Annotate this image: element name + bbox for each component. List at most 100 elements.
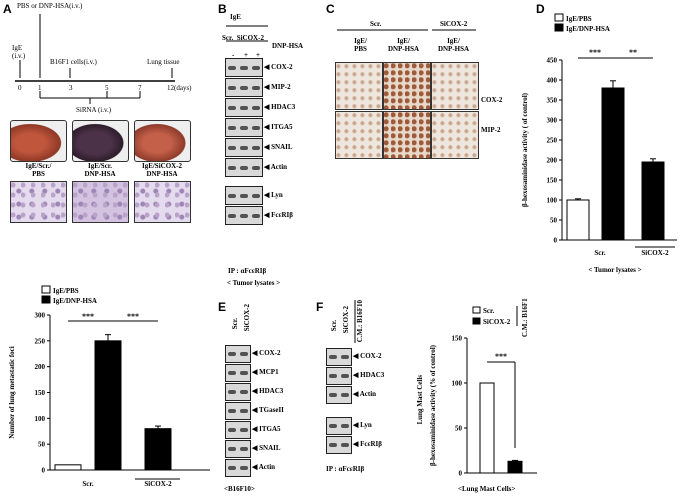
blot-b-sign-2: + xyxy=(244,51,248,59)
panel-b-label: B xyxy=(218,2,227,16)
F-hex-legend-swatch-1 xyxy=(472,317,481,325)
blot-b-label-0-5: ◀ Actin xyxy=(264,162,288,171)
blot-e-lane-0-2-1 xyxy=(240,390,248,394)
blot-f-lane-0-0-0 xyxy=(329,355,337,359)
D-hex-legend-text-0: IgE/PBS xyxy=(566,15,592,23)
blot-b-lane-0-0-2 xyxy=(252,65,260,70)
blot-e-label-0-1: ◀ MCP1 xyxy=(252,368,279,376)
timeline-tick-7: 7 xyxy=(138,84,142,92)
blot-b-lines xyxy=(226,25,268,42)
blot-b-sign-3: + xyxy=(256,51,260,59)
blot-b-lane-1-0-0 xyxy=(228,193,236,198)
timeline-diagram xyxy=(15,14,175,104)
blot-e-band-0-1 xyxy=(225,364,251,382)
blot-e-label-0-5: ◀ SNAIL xyxy=(252,444,281,452)
blot-b-label-1-0: ◀ Lyn xyxy=(264,190,283,199)
blot-b-sign-1: - xyxy=(232,51,235,59)
blot-e-lane-0-4-0 xyxy=(228,428,236,432)
panel-d-label: D xyxy=(536,2,545,16)
F-hex-legend-text-0: Scr. xyxy=(483,307,494,315)
lung-image-sicox-dnp xyxy=(134,120,191,162)
D-hex-ytick-label-450: 450 xyxy=(547,57,558,65)
A-foci-ylabel: Number of lung metastatic foci xyxy=(8,346,16,438)
A-foci-bar-0 xyxy=(54,464,82,471)
chart-d-hex: 0 50 100 150 200 250 300 350 400 450 β-hexosaminid… xyxy=(521,13,677,274)
blot-e-lane-0-5-1 xyxy=(240,447,248,451)
D-hex-legend-swatch-1 xyxy=(554,23,564,32)
blot-f-cm-line xyxy=(354,300,356,343)
lung-label-2: IgE/Scr. DNP-HSA xyxy=(84,162,116,178)
lung-label-3: IgE/SiCOX-2 DNP-HSA xyxy=(141,162,183,178)
blot-b-lane-0-1-2 xyxy=(252,85,260,90)
blot-f-label-0-1: ◀ HDAC3 xyxy=(353,371,385,379)
blot-b-lane-0-3-0 xyxy=(228,125,236,130)
blot-b-lane-1-0-1 xyxy=(240,193,248,198)
blot-e-lane-0-6-1 xyxy=(240,466,248,470)
lung-image-scr-pbs xyxy=(10,120,67,162)
A-foci-ytick-label-100: 100 xyxy=(35,415,46,423)
D-hex-ytick-label-400: 400 xyxy=(547,77,558,85)
D-hex-ytick-label-250: 250 xyxy=(547,137,558,145)
D-hex-bar-0 xyxy=(566,199,590,241)
D-hex-ytick-label-300: 300 xyxy=(547,117,558,125)
blot-b-lane-0-4-0 xyxy=(228,145,236,150)
panel-c-label: C xyxy=(326,2,335,16)
chart-d-footer: < Tumor lysates > xyxy=(588,266,641,274)
D-hex-group-1: SiCOX-2 xyxy=(641,249,669,257)
blot-b-lane-0-3-2 xyxy=(252,125,260,130)
blot-b-label-0-1: ◀ MIP-2 xyxy=(264,82,291,91)
D-hex-ytick-label-50: 50 xyxy=(550,217,558,225)
A-foci-bar-2 xyxy=(144,428,172,471)
blot-b-top: IgE xyxy=(230,13,241,21)
blot-b-lane-0-4-1 xyxy=(240,145,248,150)
blot-b-label-0-3: ◀ ITGA5 xyxy=(264,122,293,131)
A-foci-ytick-label-50: 50 xyxy=(38,441,46,449)
ihc-header-lines xyxy=(337,29,476,31)
F-hex-ytick-label-150: 150 xyxy=(452,335,463,343)
blot-b-lane-0-5-1 xyxy=(240,165,248,170)
ihc-col-1: IgE/ PBS xyxy=(354,37,367,53)
blot-f-lane-1-1-1 xyxy=(341,443,349,447)
timeline-lung-text: Lung tissue xyxy=(147,58,180,66)
A-foci-bar-1 xyxy=(94,340,122,471)
blot-e-band-0-0 xyxy=(225,345,251,363)
ihc-cox2-1 xyxy=(335,62,383,110)
A-foci-sig-1: *** xyxy=(127,312,139,321)
blot-e-footer: <B16F10> xyxy=(224,485,255,493)
D-hex-ytick-label-150: 150 xyxy=(547,177,558,185)
ihc-cox2-3 xyxy=(431,62,479,110)
ihc-col-2: IgE/ DNP-HSA xyxy=(387,37,420,53)
blot-b-lane-0-2-2 xyxy=(252,105,260,110)
blot-e-band-0-3 xyxy=(225,402,251,420)
blot-b-label-1-1: ◀ FcεRIβ xyxy=(264,210,293,219)
A-foci-ytick-label-200: 200 xyxy=(35,363,46,371)
ihc-scr: Scr. xyxy=(370,20,382,28)
blot-f-label-0-2: ◀ Actin xyxy=(353,390,377,398)
blot-b-lane-0-0-0 xyxy=(228,65,236,70)
F-hex-sig-0: *** xyxy=(495,352,507,361)
F-hex-ytick-label-50: 50 xyxy=(455,425,463,433)
F-hex-ylabel: β-hexosaminidase activity (% of control) xyxy=(429,344,437,466)
blot-b-band-0-1 xyxy=(225,78,263,97)
blot-e-lane-0-5-0 xyxy=(228,447,236,451)
blot-f-lane-0-2-0 xyxy=(329,393,337,397)
blot-e-label-0-3: ◀ TGaseII xyxy=(252,406,284,414)
A-foci-legend-text-1: IgE/DNP-HSA xyxy=(53,297,97,305)
blot-e-lane-0-0-0 xyxy=(228,352,236,356)
F-hex-ytick-label-0: 0 xyxy=(459,470,463,478)
timeline-tick-12: 12(days) xyxy=(167,84,192,92)
blot-f-label-1-0: ◀ Lyn xyxy=(353,421,372,429)
blot-e-label-0-0: ◀ COX-2 xyxy=(252,349,281,357)
timeline-top-text: PBS or DNP-HSA(i.v.) xyxy=(17,2,83,10)
blot-e-label-0-4: ◀ ITGA5 xyxy=(252,425,281,433)
blot-f-lane-1-0-1 xyxy=(341,424,349,428)
A-foci-legend-text-0: IgE/PBS xyxy=(53,287,79,295)
blot-f-ip: IP : αFcεRIβ xyxy=(326,465,365,473)
D-hex-sig-0: *** xyxy=(589,48,601,57)
blot-b-band-1-1 xyxy=(225,206,263,225)
blot-b-lane-1-1-1 xyxy=(240,213,248,218)
D-hex-bar-1 xyxy=(601,87,625,241)
blot-f-lane-0-2-1 xyxy=(341,393,349,397)
A-foci-ytick-label-150: 150 xyxy=(35,389,46,397)
chart-f-hex: 0 50 100 150 β-hexosaminidase activity (% of… xyxy=(429,298,537,478)
